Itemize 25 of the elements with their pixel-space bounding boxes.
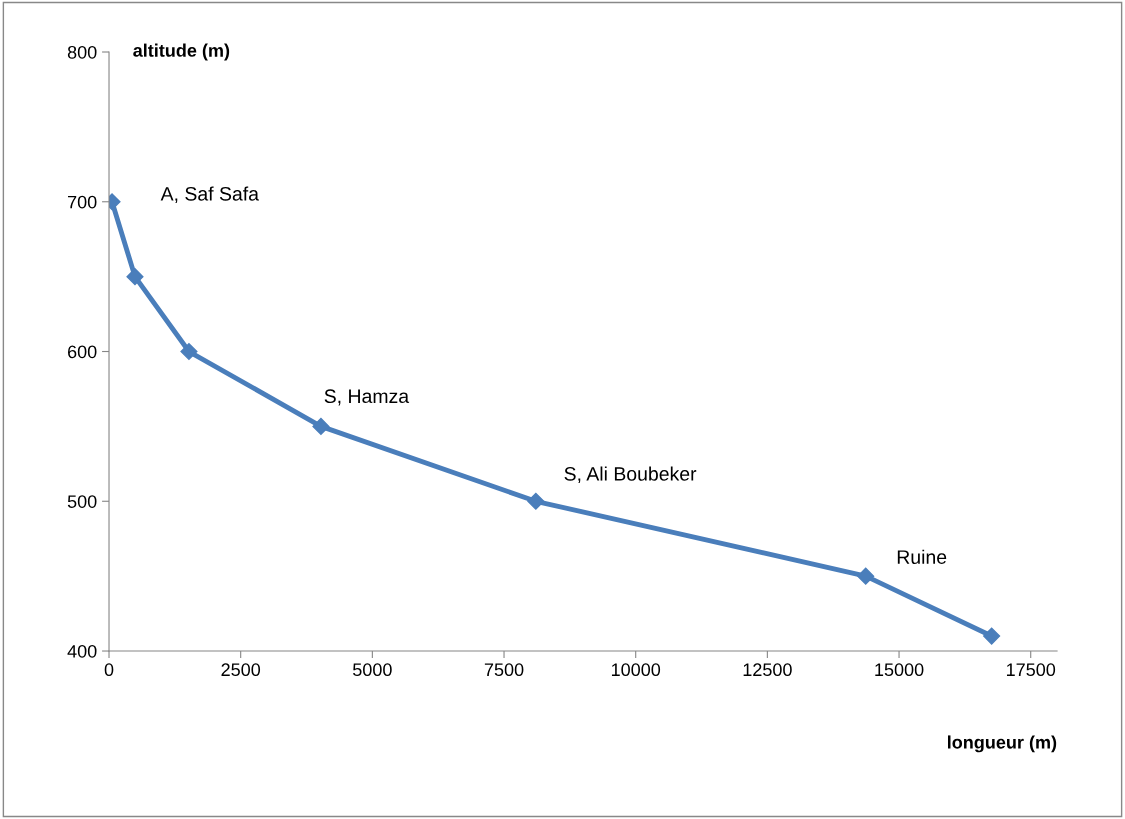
x-tick-label: 2500 bbox=[221, 663, 261, 677]
point bbox=[983, 627, 1001, 645]
x-tick-label: 15000 bbox=[875, 663, 924, 677]
annotation: Ruine bbox=[897, 549, 947, 564]
y-tick-label: 800 bbox=[67, 45, 97, 59]
point bbox=[180, 342, 198, 361]
x-tick-label: 0 bbox=[104, 663, 114, 677]
point bbox=[126, 268, 144, 286]
y-tick-label: 700 bbox=[68, 195, 97, 209]
x-tick-label: 5000 bbox=[353, 663, 392, 677]
x-tick-label: 7500 bbox=[484, 663, 524, 677]
point bbox=[527, 492, 545, 510]
annotation: S, Ali Boubeker bbox=[564, 466, 697, 484]
point bbox=[857, 567, 875, 585]
x-tick-label: 17500 bbox=[1006, 663, 1056, 677]
y-tick-label: 500 bbox=[67, 495, 97, 508]
point bbox=[312, 417, 330, 435]
y-tick-label: 400 bbox=[67, 644, 97, 658]
x-tick-label: 12500 bbox=[743, 663, 792, 677]
x-axis-title: longueur (m) bbox=[947, 735, 1057, 753]
annotation: A, Saf Safa bbox=[160, 186, 259, 203]
y-axis-title: altitude (m) bbox=[133, 43, 230, 61]
x-tick-label: 10000 bbox=[611, 663, 661, 677]
y-tick-label: 600 bbox=[68, 345, 97, 359]
annotation: S, Hamza bbox=[324, 389, 410, 406]
